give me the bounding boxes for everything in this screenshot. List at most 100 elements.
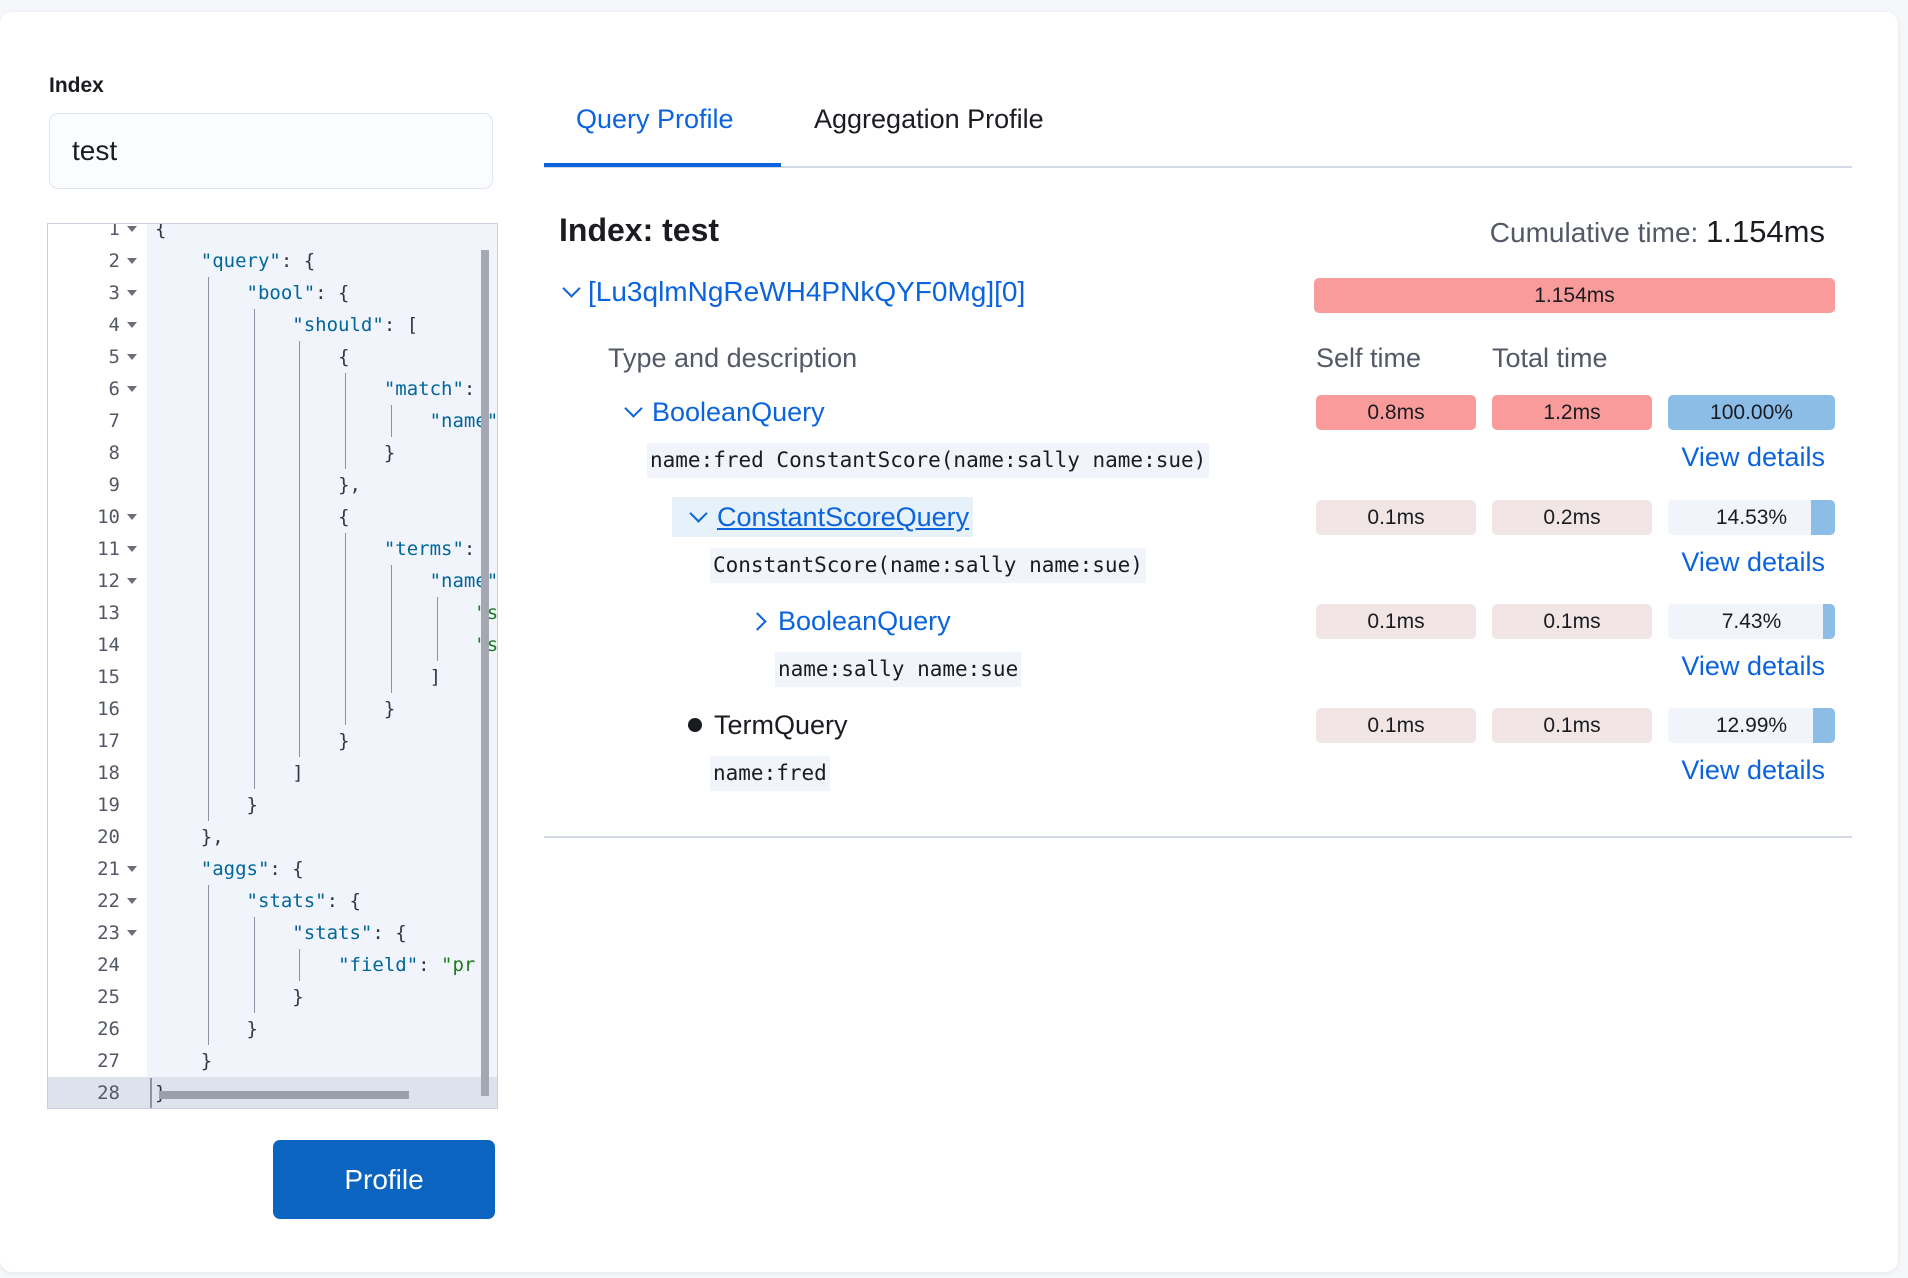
- query-description: name:fred: [710, 756, 830, 791]
- editor-line[interactable]: 1{: [48, 223, 497, 245]
- line-number: 13: [97, 602, 120, 624]
- index-input[interactable]: [49, 113, 493, 189]
- query-row-toggle[interactable]: BooleanQuery: [623, 392, 829, 432]
- json-string: "query": [200, 250, 281, 272]
- query-type[interactable]: ConstantScoreQuery: [717, 502, 970, 532]
- json-string: "name": [429, 570, 498, 592]
- self-time-badge: 0.8ms: [1316, 395, 1476, 430]
- indent-guide: [338, 693, 384, 725]
- editor-line[interactable]: 19 }: [48, 789, 497, 821]
- indent-guide: [155, 378, 201, 400]
- editor-line[interactable]: 11 "terms":: [48, 533, 497, 565]
- json-punctuation: }: [246, 794, 258, 816]
- json-string: "match": [383, 378, 464, 400]
- indent-guide: [155, 1050, 201, 1072]
- view-details-link[interactable]: View details: [1681, 755, 1825, 785]
- fold-arrow-icon[interactable]: [127, 290, 137, 296]
- json-punctuation: }: [338, 730, 350, 752]
- cumulative-time: Cumulative time: 1.154ms: [1490, 214, 1825, 250]
- indent-guide: [155, 410, 201, 432]
- fold-arrow-icon[interactable]: [127, 866, 137, 872]
- editor-line[interactable]: 23 "stats": {: [48, 917, 497, 949]
- fold-arrow-icon[interactable]: [127, 354, 137, 360]
- editor-line[interactable]: 5 {: [48, 341, 497, 373]
- fold-arrow-icon[interactable]: [127, 322, 137, 328]
- json-punctuation: }: [383, 442, 396, 464]
- indent-guide: [247, 597, 293, 629]
- editor-line[interactable]: 8 }: [48, 437, 497, 469]
- editor-line[interactable]: 6 "match":: [48, 373, 497, 405]
- fold-arrow-icon[interactable]: [127, 226, 137, 232]
- code-text: {: [155, 501, 350, 533]
- indent-guide: [155, 730, 201, 752]
- editor-line[interactable]: 21 "aggs": {: [48, 853, 497, 885]
- fold-arrow-icon[interactable]: [127, 258, 137, 264]
- editor-line[interactable]: 12 "name": [48, 565, 497, 597]
- editor-line[interactable]: 10 {: [48, 501, 497, 533]
- editor-line[interactable]: 26 }: [48, 1013, 497, 1045]
- query-row-toggle: TermQuery: [688, 705, 852, 745]
- fold-arrow-icon[interactable]: [127, 578, 137, 584]
- code-text: "s: [155, 597, 497, 629]
- indent-guide: [155, 1018, 201, 1040]
- editor-line[interactable]: 7 "name": [48, 405, 497, 437]
- query-row-toggle[interactable]: ConstantScoreQuery: [672, 497, 974, 537]
- horizontal-scrollbar[interactable]: [159, 1091, 409, 1099]
- indent-guide: [292, 693, 338, 725]
- editor-line[interactable]: 2 "query": {: [48, 245, 497, 277]
- fold-arrow-icon[interactable]: [127, 898, 137, 904]
- json-punctuation: {: [155, 223, 167, 240]
- code-text: }: [155, 789, 258, 821]
- tab-query-profile[interactable]: Query Profile: [576, 104, 734, 134]
- indent-guide: [201, 629, 247, 661]
- tab-aggregation-profile[interactable]: Aggregation Profile: [814, 104, 1044, 134]
- json-string: "pr: [441, 954, 476, 976]
- line-number: 6: [108, 378, 120, 400]
- total-time-badge: 1.2ms: [1492, 395, 1652, 430]
- percent-text: 100.00%: [1710, 401, 1793, 424]
- editor-line[interactable]: 20 },: [48, 821, 497, 853]
- code-text: "bool": {: [155, 277, 350, 309]
- indent-guide: [338, 437, 384, 469]
- line-number: 1: [108, 223, 120, 240]
- indent-guide: [201, 373, 247, 405]
- fold-arrow-icon[interactable]: [127, 546, 137, 552]
- line-number: 11: [97, 538, 120, 560]
- indent-guide: [384, 661, 430, 693]
- json-string: "terms": [383, 538, 464, 560]
- vertical-scrollbar[interactable]: [481, 250, 489, 1096]
- indent-guide: [292, 341, 338, 373]
- editor-line[interactable]: 14 "s: [48, 629, 497, 661]
- editor-line[interactable]: 22 "stats": {: [48, 885, 497, 917]
- code-text: }: [155, 981, 304, 1013]
- editor-line[interactable]: 4 "should": [: [48, 309, 497, 341]
- editor-line[interactable]: 25 }: [48, 981, 497, 1013]
- fold-arrow-icon[interactable]: [127, 930, 137, 936]
- editor-line[interactable]: 15 ]: [48, 661, 497, 693]
- query-row-toggle[interactable]: BooleanQuery: [748, 601, 955, 641]
- indent-guide: [155, 890, 201, 912]
- editor-line[interactable]: 24 "field": "pr: [48, 949, 497, 981]
- editor-line[interactable]: 27 }: [48, 1045, 497, 1077]
- editor-line[interactable]: 16 }: [48, 693, 497, 725]
- editor-line[interactable]: 18 ]: [48, 757, 497, 789]
- code-text: }: [155, 1013, 258, 1045]
- editor-line[interactable]: 17 }: [48, 725, 497, 757]
- line-number: 15: [97, 666, 120, 688]
- query-type[interactable]: BooleanQuery: [652, 397, 825, 427]
- view-details-link[interactable]: View details: [1681, 651, 1825, 681]
- code-text: "stats": {: [155, 917, 407, 949]
- view-details-link[interactable]: View details: [1681, 442, 1825, 472]
- editor-line[interactable]: 13 "s: [48, 597, 497, 629]
- shard-toggle[interactable]: [Lu3qlmNgReWH4PNkQYF0Mg][0]: [562, 276, 1025, 308]
- fold-arrow-icon[interactable]: [127, 386, 137, 392]
- editor-line[interactable]: 3 "bool": {: [48, 277, 497, 309]
- query-editor[interactable]: 1{2 "query": {3 "bool": {4 "should": [5 …: [47, 223, 498, 1109]
- editor-lines[interactable]: 1{2 "query": {3 "bool": {4 "should": [5 …: [48, 223, 497, 1108]
- editor-line[interactable]: 9 },: [48, 469, 497, 501]
- profile-button[interactable]: Profile: [273, 1140, 495, 1219]
- fold-arrow-icon[interactable]: [127, 514, 137, 520]
- view-details-link[interactable]: View details: [1681, 547, 1825, 577]
- header-self-time: Self time: [1316, 343, 1422, 373]
- query-type[interactable]: BooleanQuery: [778, 606, 951, 636]
